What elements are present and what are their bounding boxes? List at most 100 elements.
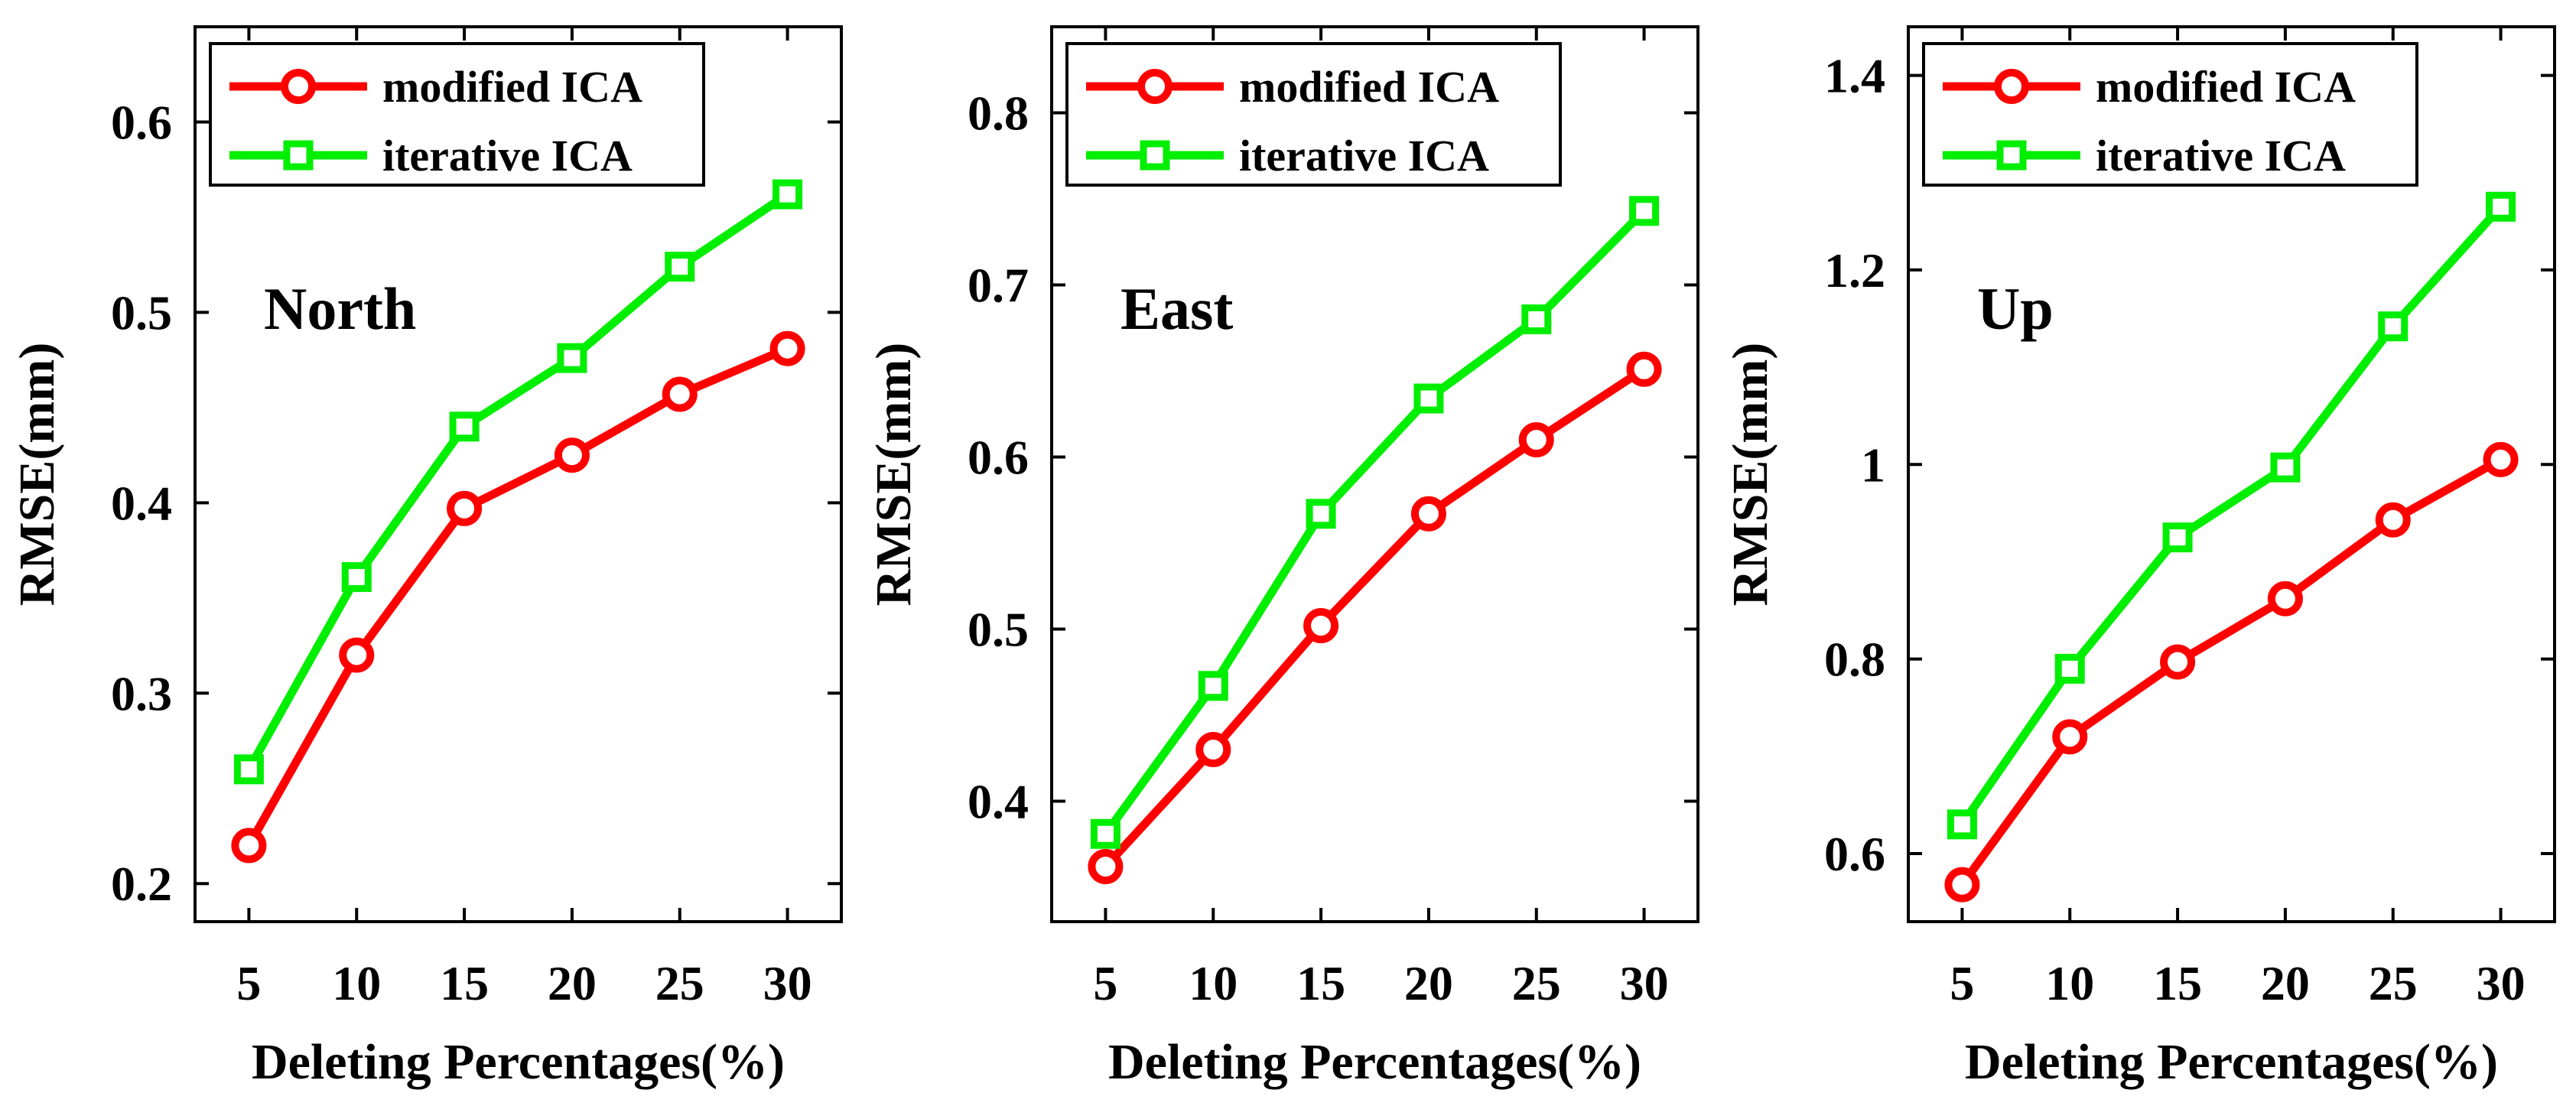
y-tick-label: 0.5 <box>111 285 172 340</box>
x-tick-label: 25 <box>1512 956 1561 1010</box>
data-point-iterative <box>341 561 372 592</box>
y-tick-label: 0.6 <box>968 431 1029 485</box>
x-axis-label: Deleting Percentages(%) <box>252 1034 785 1090</box>
x-tick-label: 15 <box>1296 956 1345 1010</box>
x-tick-label: 30 <box>1620 956 1669 1010</box>
legend-marker-modified <box>1994 69 2029 104</box>
panel-north: 5 10 15 20 25 30 0.2 0.3 0.4 0.5 0.6 Deleting Perce… <box>9 25 843 1090</box>
y-tick-label: 0.6 <box>1824 827 1885 881</box>
axes-frame <box>1907 25 2556 923</box>
y-axis-label: RMSE(mm) <box>866 343 922 607</box>
x-tick-label: 10 <box>1189 956 1238 1010</box>
x-axis-label: Deleting Percentages(%) <box>1965 1034 2498 1090</box>
data-point-modified <box>662 376 698 412</box>
data-point-modified <box>2267 581 2303 616</box>
legend-marker-modified <box>1137 69 1173 104</box>
axes-frame <box>1050 25 1699 923</box>
data-point-modified <box>1626 351 1662 387</box>
data-point-iterative <box>2486 191 2516 222</box>
data-point-iterative <box>449 411 480 442</box>
y-tick-label: 0.7 <box>968 259 1029 313</box>
legend-label-iterative: iterative ICA <box>1239 131 1489 181</box>
data-point-modified <box>2483 441 2519 477</box>
x-axis-label: Deleting Percentages(%) <box>1108 1034 1641 1090</box>
y-axis-label: RMSE(mm) <box>1722 343 1778 607</box>
x-tick-label: 20 <box>548 956 597 1010</box>
series-line-iterative <box>245 190 790 772</box>
legend: modified ICA iterative ICA <box>209 42 705 187</box>
series-line-modified <box>1958 456 2503 887</box>
data-point-modified <box>1088 849 1124 884</box>
series-line-modified <box>1102 366 1647 870</box>
legend-label-iterative: iterative ICA <box>382 131 633 181</box>
data-point-iterative <box>1306 499 1336 529</box>
y-tick-label: 0.8 <box>968 86 1029 141</box>
legend-marker-modified <box>281 69 316 104</box>
legend-marker-iterative <box>283 140 314 171</box>
series-line-iterative <box>1958 203 2504 827</box>
y-tick-label: 0.3 <box>111 666 172 721</box>
y-tick-label: 0.6 <box>111 95 172 149</box>
panel-east: 5 10 15 20 25 30 0.4 0.5 0.6 0.7 0.8 Deleting Perce… <box>866 25 1699 1090</box>
data-point-iterative <box>557 343 587 373</box>
data-point-modified <box>2052 719 2088 755</box>
axes-frame <box>194 25 843 923</box>
y-tick-label: 0.2 <box>111 857 172 911</box>
data-point-modified <box>1944 867 1980 903</box>
data-point-iterative <box>1090 818 1120 849</box>
panel-up: 5 10 15 20 25 30 0.6 0.8 1 1.2 1.4 Deleting Percent… <box>1722 25 2556 1090</box>
legend: modified ICA iterative ICA <box>1922 42 2418 187</box>
data-point-modified <box>1303 608 1339 643</box>
legend-label-iterative: iterative ICA <box>2096 131 2346 181</box>
data-point-modified <box>447 490 483 526</box>
data-point-iterative <box>665 252 695 282</box>
data-point-modified <box>1195 732 1231 767</box>
y-axis-label: RMSE(mm) <box>9 343 65 607</box>
legend-label-modified: modified ICA <box>1239 62 1499 112</box>
y-tick-label: 0.8 <box>1824 633 1885 687</box>
legend-marker-iterative <box>1140 140 1170 171</box>
panel-title: Up <box>1977 275 2054 342</box>
y-tick-label: 0.5 <box>968 603 1029 657</box>
data-point-iterative <box>1629 196 1660 226</box>
data-point-iterative <box>772 179 803 210</box>
data-point-modified <box>1518 422 1554 457</box>
legend: modified ICA iterative ICA <box>1065 42 1562 187</box>
x-tick-label: 30 <box>2477 956 2526 1010</box>
data-point-modified <box>554 438 590 473</box>
y-tick-label: 0.4 <box>111 476 172 530</box>
panel-title: East <box>1120 275 1233 342</box>
legend-label-modified: modified ICA <box>2096 62 2356 112</box>
series-line-modified <box>245 344 789 848</box>
y-tick-label: 1 <box>1861 438 1885 492</box>
panel-title: North <box>264 275 416 342</box>
data-point-modified <box>769 330 805 366</box>
data-point-iterative <box>1947 809 1977 840</box>
data-point-iterative <box>1521 304 1552 334</box>
y-tick-label: 1.2 <box>1824 243 1885 298</box>
data-point-modified <box>231 828 267 864</box>
data-point-iterative <box>2270 452 2301 483</box>
series-line-iterative <box>1101 207 1647 837</box>
y-tick-label: 1.4 <box>1824 49 1885 103</box>
data-point-iterative <box>1198 671 1228 701</box>
x-tick-label: 15 <box>440 956 489 1010</box>
x-tick-label: 20 <box>1404 956 1453 1010</box>
data-point-modified <box>2375 502 2411 538</box>
x-tick-label: 10 <box>2045 956 2094 1010</box>
y-tick-label: 0.4 <box>968 775 1029 829</box>
data-point-iterative <box>2378 311 2408 342</box>
x-tick-label: 10 <box>332 956 381 1010</box>
data-point-modified <box>1410 496 1446 532</box>
data-point-iterative <box>233 754 264 785</box>
x-tick-label: 25 <box>2369 956 2418 1010</box>
data-point-modified <box>2160 644 2196 680</box>
legend-marker-iterative <box>1996 140 2027 171</box>
data-point-iterative <box>2162 522 2193 553</box>
x-tick-label: 25 <box>655 956 704 1010</box>
x-tick-label: 20 <box>2261 956 2310 1010</box>
x-tick-label: 30 <box>763 956 812 1010</box>
data-point-iterative <box>1413 383 1444 414</box>
x-tick-label: 5 <box>1950 956 1974 1010</box>
